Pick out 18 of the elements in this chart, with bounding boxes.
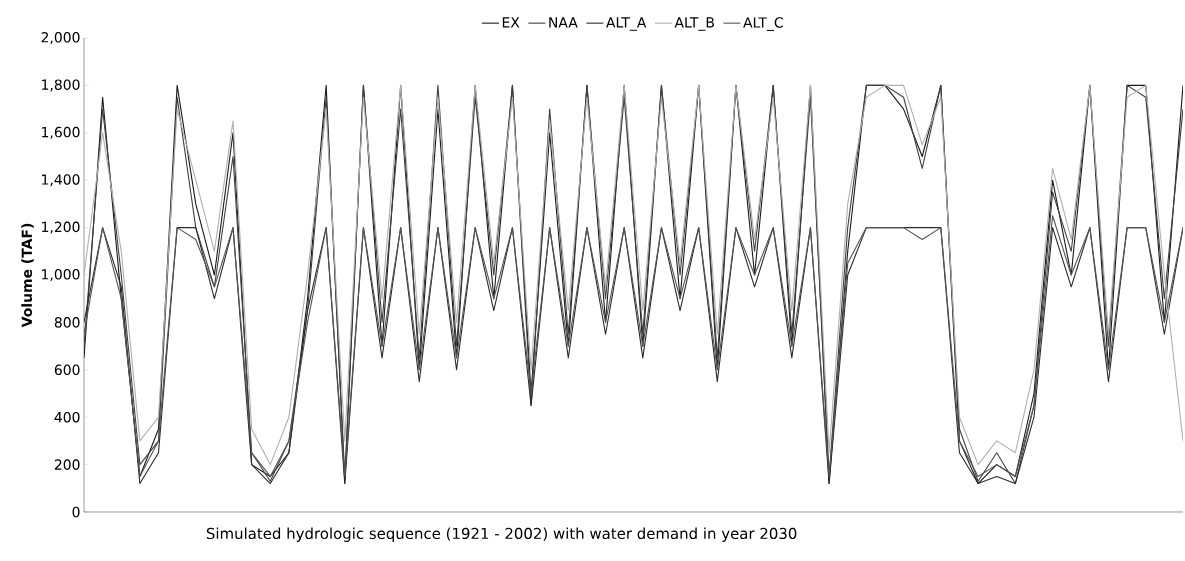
- y-tick-label: 1,800: [42, 79, 80, 92]
- y-tick-label: 800: [54, 317, 80, 328]
- legend-label: ALT_C: [743, 17, 783, 31]
- legend-label: ALT_B: [674, 17, 714, 31]
- legend-label: NAA: [549, 17, 578, 28]
- y-tick-label: 1,000: [42, 269, 80, 281]
- y-tick-label: 600: [54, 364, 80, 376]
- y-tick-label: 1,600: [42, 126, 80, 139]
- y-tick-label: 1,400: [42, 174, 80, 187]
- y-tick-label: 400: [54, 411, 80, 423]
- legend-label: ALT_A: [606, 17, 647, 31]
- y-tick-label: 1,200: [42, 221, 80, 234]
- x-axis-title: Simulated hydrologic sequence (1921 - 2002) with water demand in year 2030: [206, 527, 797, 542]
- y-axis-title: Volume (TAF): [21, 223, 34, 328]
- y-tick-label: 200: [54, 459, 80, 470]
- y-tick-label: 2,000: [41, 32, 80, 44]
- legend-label: EX: [502, 17, 520, 28]
- y-tick-label: 0: [72, 506, 80, 518]
